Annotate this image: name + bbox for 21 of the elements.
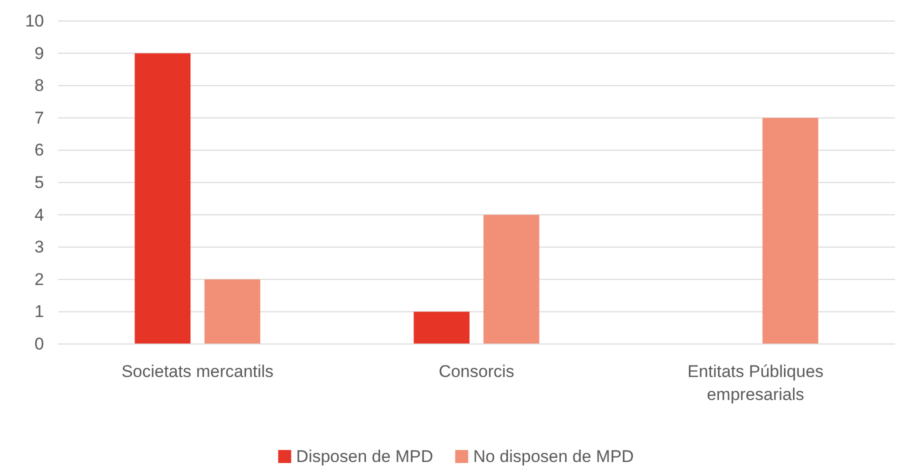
x-tick-label: Consorcis <box>438 362 514 381</box>
legend-label: No disposen de MPD <box>473 447 634 466</box>
bar <box>762 118 818 344</box>
y-tick-label: 7 <box>34 108 44 128</box>
y-tick-label: 3 <box>34 238 44 257</box>
y-tick-label: 6 <box>34 140 44 160</box>
bar <box>204 279 260 344</box>
y-tick-label: 10 <box>25 11 44 30</box>
y-tick-label: 4 <box>34 205 44 224</box>
y-tick-label: 9 <box>34 44 44 63</box>
bar <box>414 312 470 344</box>
y-tick-label: 2 <box>34 270 44 289</box>
y-tick-label: 5 <box>34 172 44 192</box>
legend-label: Disposen de MPD <box>296 447 434 466</box>
y-tick-label: 8 <box>34 76 44 96</box>
bar <box>483 214 540 344</box>
bar <box>134 53 191 344</box>
y-tick-label: 1 <box>34 302 44 322</box>
x-tick-label: Entitats Públiques empresarials <box>687 362 824 404</box>
x-tick-label: Societats mercantils <box>121 362 274 381</box>
y-tick-label: 0 <box>34 334 44 354</box>
